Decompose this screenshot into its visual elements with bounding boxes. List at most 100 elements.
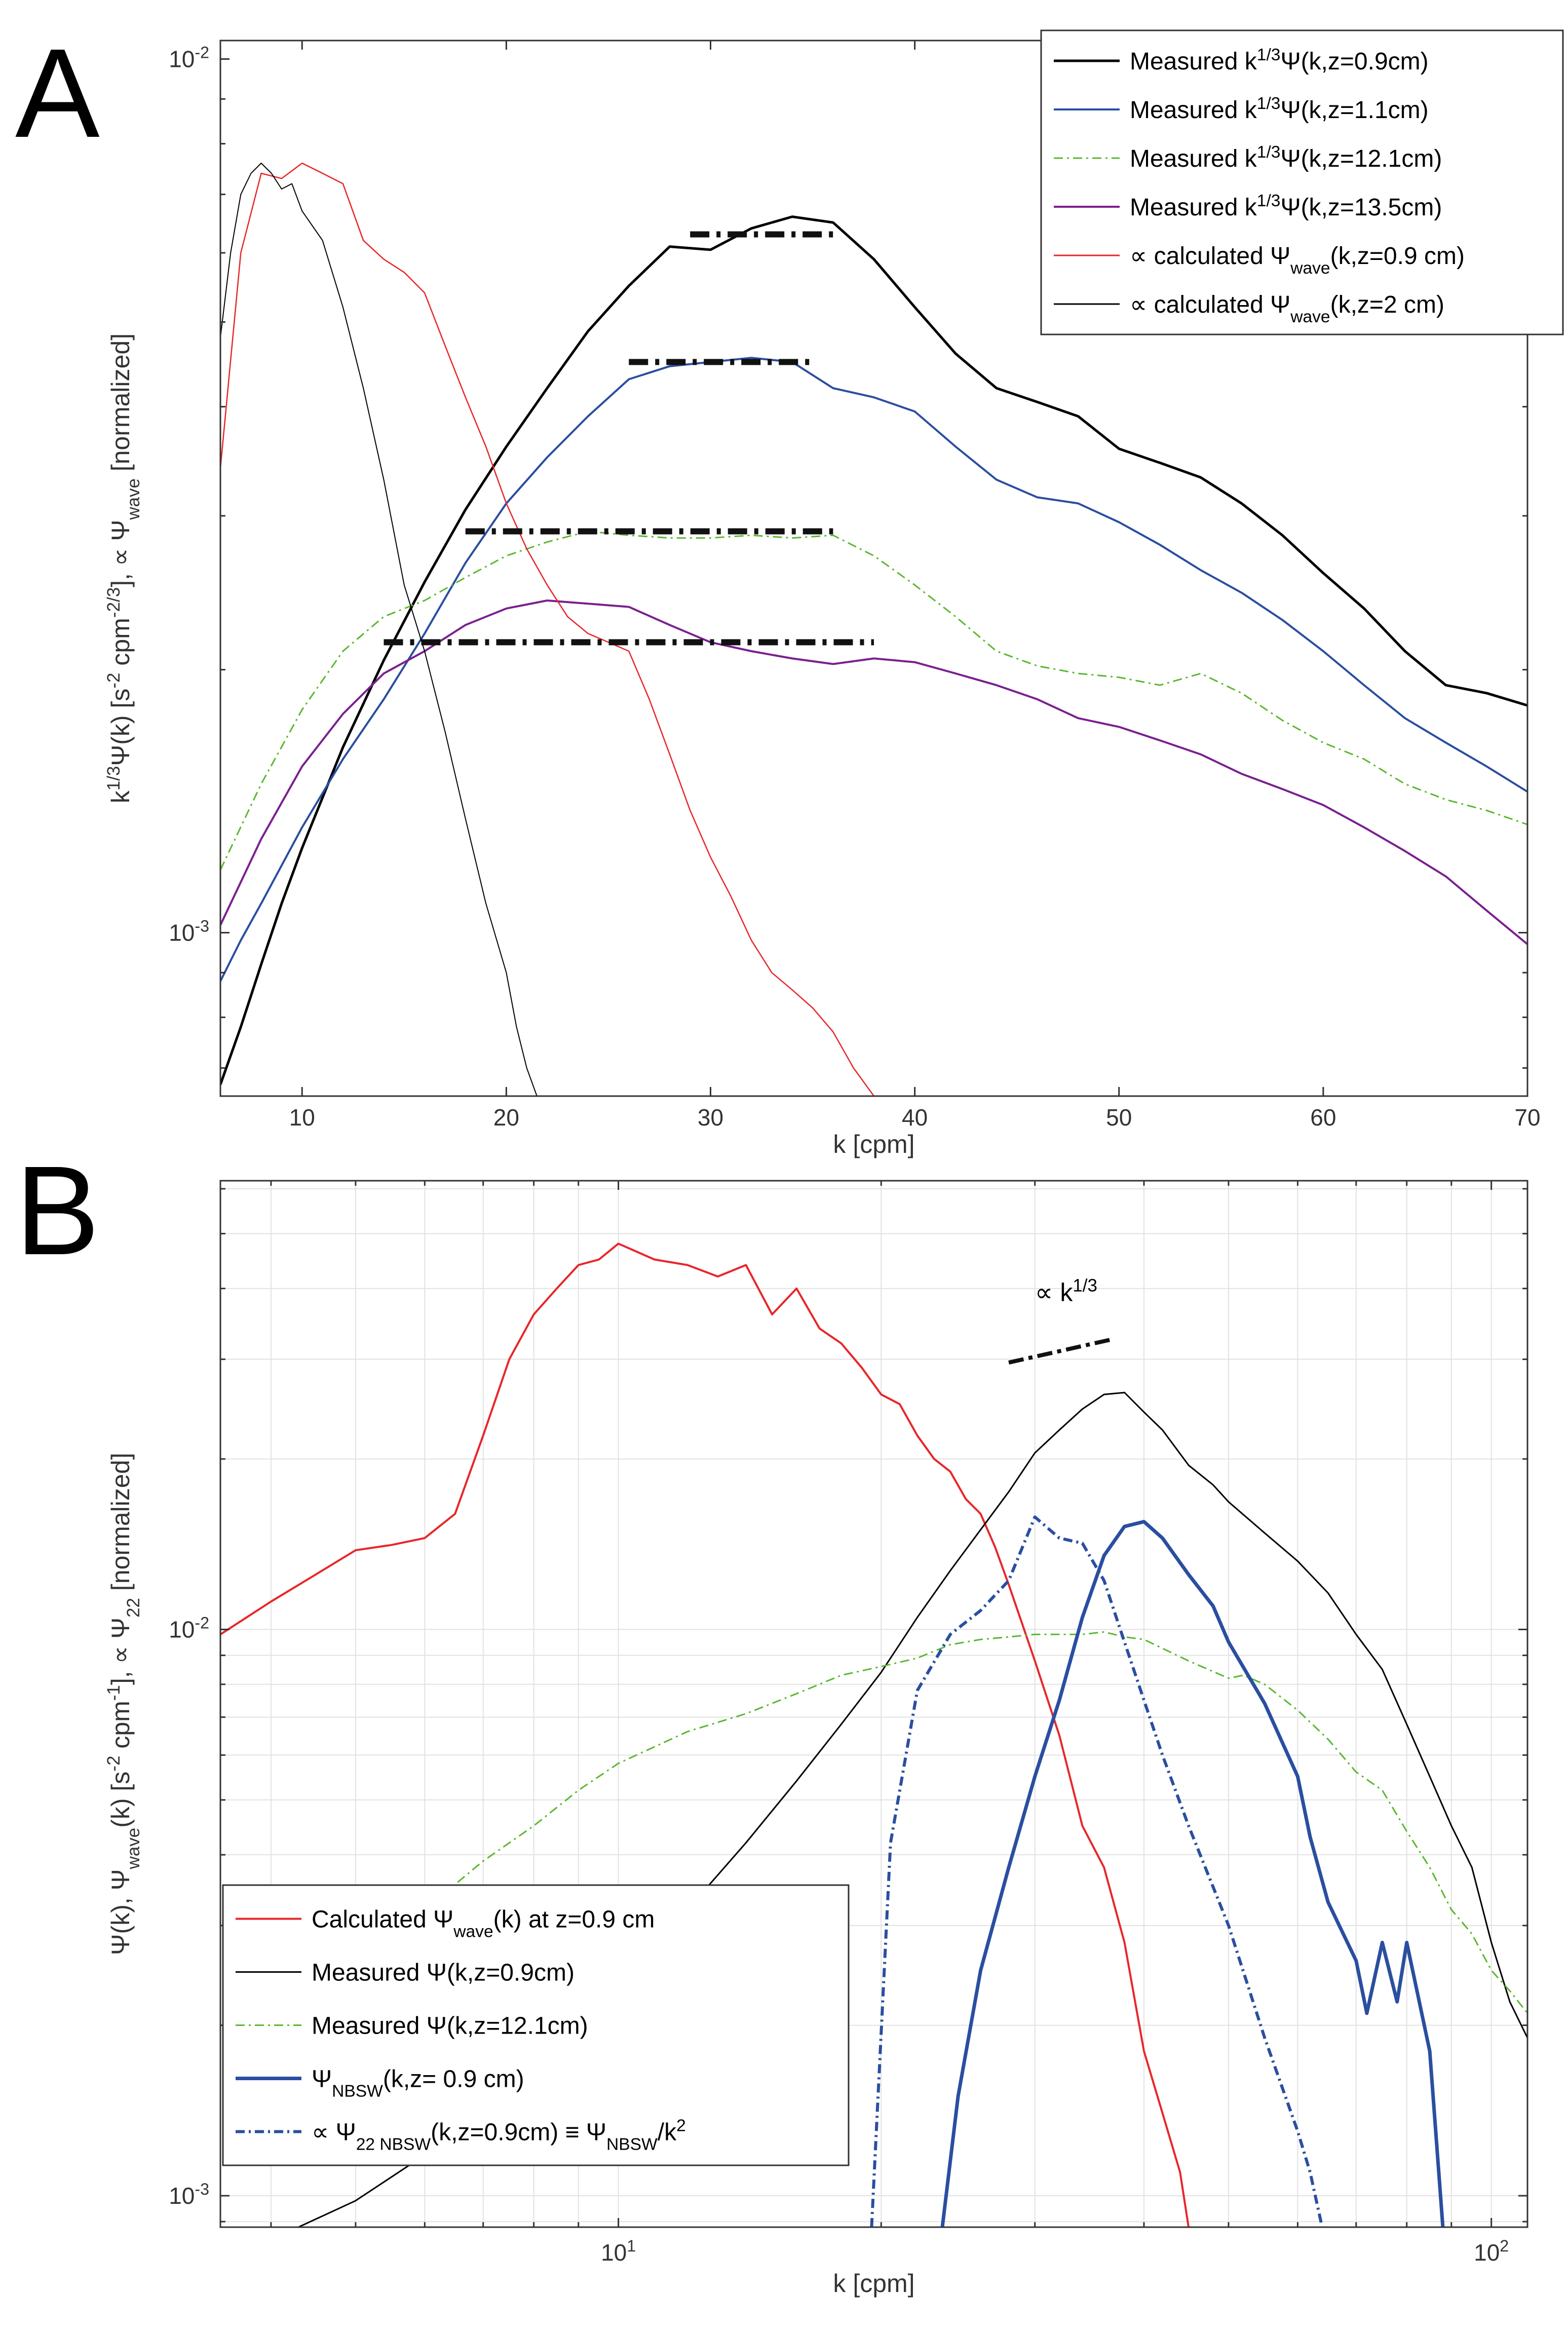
x-tick-label: 40 (902, 1104, 928, 1131)
text-part: (k,z=2 cm) (1330, 291, 1444, 318)
series-line-1 (220, 357, 1527, 982)
x-tick-label: 30 (698, 1104, 723, 1131)
text-part: Ψ(k,z=1.1cm) (1280, 97, 1428, 124)
text-part: cpm (106, 618, 135, 672)
text-part: Ψ(k,z=13.5cm) (1280, 194, 1442, 221)
text-part: Ψ (312, 2066, 332, 2093)
text-part: -2 (104, 1756, 124, 1772)
text-part: Measured k (1130, 48, 1257, 75)
text-part: Ψ(k), Ψ (106, 1869, 135, 1956)
text-part: cpm (106, 1701, 135, 1755)
x-tick-label: 101 (601, 2237, 636, 2266)
text-part: 10 (169, 919, 195, 946)
x-tick-label: 70 (1514, 1104, 1540, 1131)
text-part: (k,z= 0.9 cm) (383, 2066, 524, 2093)
y-axis-label: Ψ(k), Ψwave(k) [s-2 cpm-1], ∝ Ψ22 [norma… (104, 1453, 143, 1955)
text-part: 1/3 (1257, 143, 1281, 162)
text-part: wave (453, 1922, 493, 1941)
text-part: ∝ k (1035, 1279, 1074, 1307)
text-part: (k) [s (106, 1772, 135, 1828)
y-axis-label: k1/3Ψ(k) [s-2 cpm-2/3], ∝ Ψwave [normali… (104, 333, 143, 803)
text-part: 1/3 (1257, 192, 1281, 210)
text-part: -3 (195, 917, 209, 935)
legend-entry-3: ΨNBSW(k,z= 0.9 cm) (312, 2066, 524, 2101)
x-tick-label: 102 (1474, 2237, 1509, 2266)
series-line-4 (870, 1515, 1324, 2227)
x-tick-label: 60 (1310, 1104, 1336, 1131)
text-part: NBSW (606, 2135, 658, 2154)
axes-box (219, 1180, 1528, 2228)
legend-entry-1: Measured Ψ(k,z=0.9cm) (312, 1960, 575, 1986)
text-part: 10 (169, 46, 195, 72)
x-tick-label: 50 (1106, 1104, 1132, 1131)
legend-box (1040, 29, 1564, 335)
series-group (220, 1243, 1527, 2227)
text-part: ], ∝ Ψ (106, 520, 135, 587)
text-part: Calculated Ψ (312, 1906, 453, 1933)
text-part: [normalized] (106, 1453, 135, 1598)
text-part: k (106, 790, 135, 803)
series-line-2 (355, 1631, 1527, 2014)
series-line-0 (220, 1243, 1190, 2227)
text-part: [normalized] (106, 333, 135, 478)
text-part: (k,z=0.9 cm) (1330, 243, 1465, 270)
axes-box (219, 40, 1528, 1097)
series-line-0 (220, 215, 1527, 1085)
y-tick-label: 10-2 (169, 1613, 209, 1642)
text-part: -3 (195, 2180, 209, 2198)
text-part: ∝ Ψ (312, 2119, 356, 2146)
legend-entry-2: Measured Ψ(k,z=12.1cm) (312, 2013, 588, 2040)
text-part: 22 NBSW (356, 2135, 431, 2154)
ticks (220, 1181, 1527, 2227)
text-part: Measured Ψ(k,z=12.1cm) (312, 2013, 588, 2040)
text-part: Measured k (1130, 97, 1257, 124)
text-part: (k,z=0.9cm) ≡ Ψ (431, 2119, 606, 2146)
text-part: 22 (124, 1598, 143, 1618)
series-line-5 (220, 163, 538, 1096)
x-axis-label: k [cpm] (833, 1130, 914, 1158)
text-part: ∝ calculated Ψ (1130, 243, 1290, 270)
text-part: /k (658, 2119, 677, 2146)
series-line-2 (220, 531, 1527, 871)
text-part: 1/3 (104, 766, 124, 791)
text-part: Measured Ψ(k,z=0.9cm) (312, 1960, 575, 1986)
y-tick-label: 10-2 (169, 44, 209, 72)
y-tick-label: 10-3 (169, 917, 209, 946)
text-part: Ψ(k) [s (106, 689, 135, 766)
slope-line (1008, 1337, 1115, 1365)
legend-entry-1: Measured k1/3Ψ(k,z=1.1cm) (1130, 94, 1429, 124)
text-part: Measured k (1130, 194, 1257, 221)
text-part: 1/3 (1073, 1275, 1097, 1295)
text-part: 1/3 (1257, 94, 1281, 113)
text-part: 2 (1500, 2237, 1509, 2255)
panel-label: A (15, 22, 100, 164)
legend-box (222, 1884, 850, 2166)
legend-entry-3: Measured k1/3Ψ(k,z=13.5cm) (1130, 192, 1442, 221)
text-part: Ψ(k,z=12.1cm) (1280, 145, 1442, 172)
text-part: 2 (676, 2116, 686, 2135)
legend: Measured k1/3Ψ(k,z=0.9cm)Measured k1/3Ψ(… (1040, 29, 1564, 335)
text-part: wave (124, 1828, 143, 1870)
legend-entry-4: ∝ Ψ22 NBSW(k,z=0.9cm) ≡ ΨNBSW/k2 (312, 2116, 686, 2154)
text-part: Measured k (1130, 145, 1257, 172)
x-tick-label: 20 (493, 1104, 519, 1131)
legend-entry-4: ∝ calculated Ψwave(k,z=0.9 cm) (1130, 243, 1465, 278)
text-part: Ψ(k,z=0.9cm) (1280, 48, 1428, 75)
panel-label: B (15, 1140, 100, 1281)
text-part: -1 (104, 1685, 124, 1701)
legend-entry-2: Measured k1/3Ψ(k,z=12.1cm) (1130, 143, 1442, 173)
text-part: -2 (195, 1613, 209, 1632)
text-part: ∝ calculated Ψ (1130, 291, 1290, 318)
text-part: 1 (627, 2237, 636, 2255)
text-part: wave (1290, 308, 1330, 326)
legend-entry-5: ∝ calculated Ψwave(k,z=2 cm) (1130, 291, 1444, 326)
text-part: 1/3 (1257, 46, 1281, 64)
text-part: NBSW (332, 2082, 383, 2100)
x-tick-label: 10 (289, 1104, 315, 1131)
grid (220, 1181, 1527, 2227)
text-part: 10 (169, 2183, 195, 2209)
text-part: -2 (104, 673, 124, 689)
series-line-3 (940, 1520, 1445, 2227)
